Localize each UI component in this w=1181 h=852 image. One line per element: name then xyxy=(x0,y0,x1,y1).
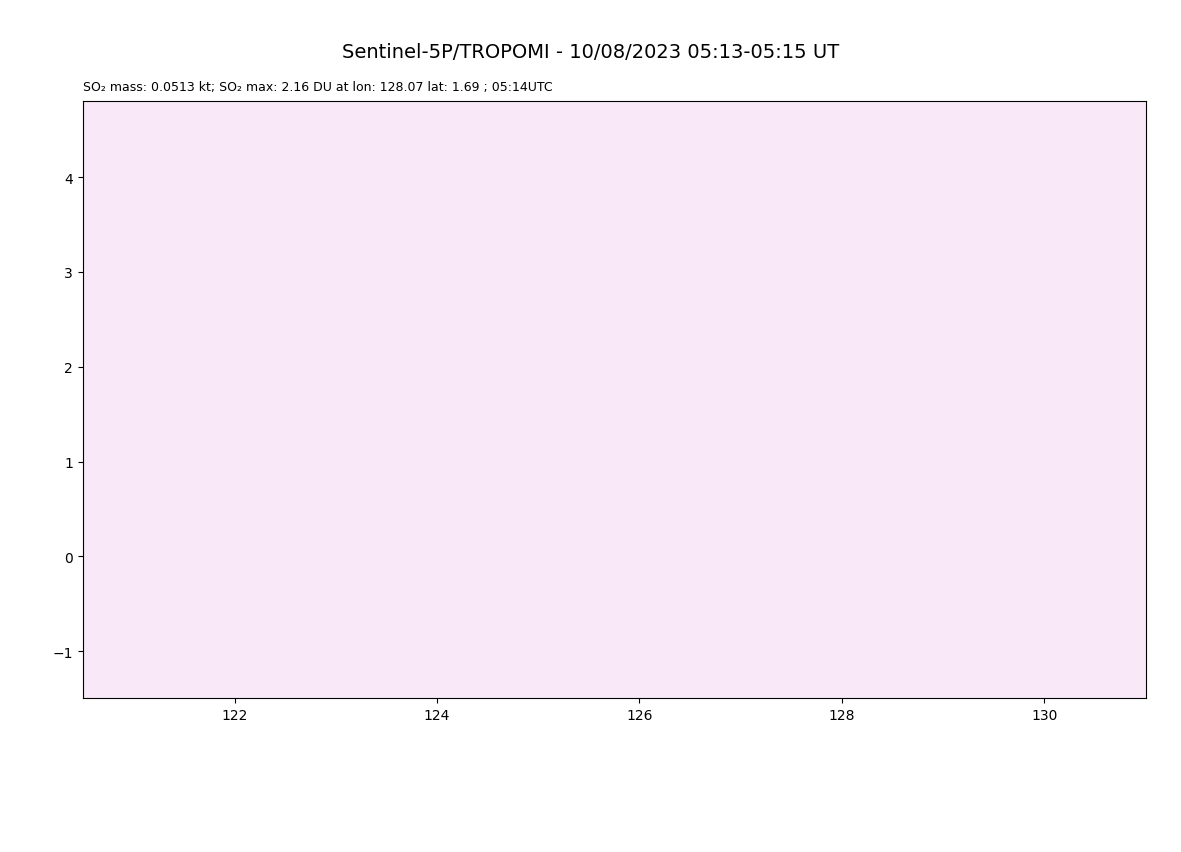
Text: Sentinel-5P/TROPOMI - 10/08/2023 05:13-05:15 UT: Sentinel-5P/TROPOMI - 10/08/2023 05:13-0… xyxy=(341,43,840,61)
Text: SO₂ mass: 0.0513 kt; SO₂ max: 2.16 DU at lon: 128.07 lat: 1.69 ; 05:14UTC: SO₂ mass: 0.0513 kt; SO₂ max: 2.16 DU at… xyxy=(83,81,553,94)
